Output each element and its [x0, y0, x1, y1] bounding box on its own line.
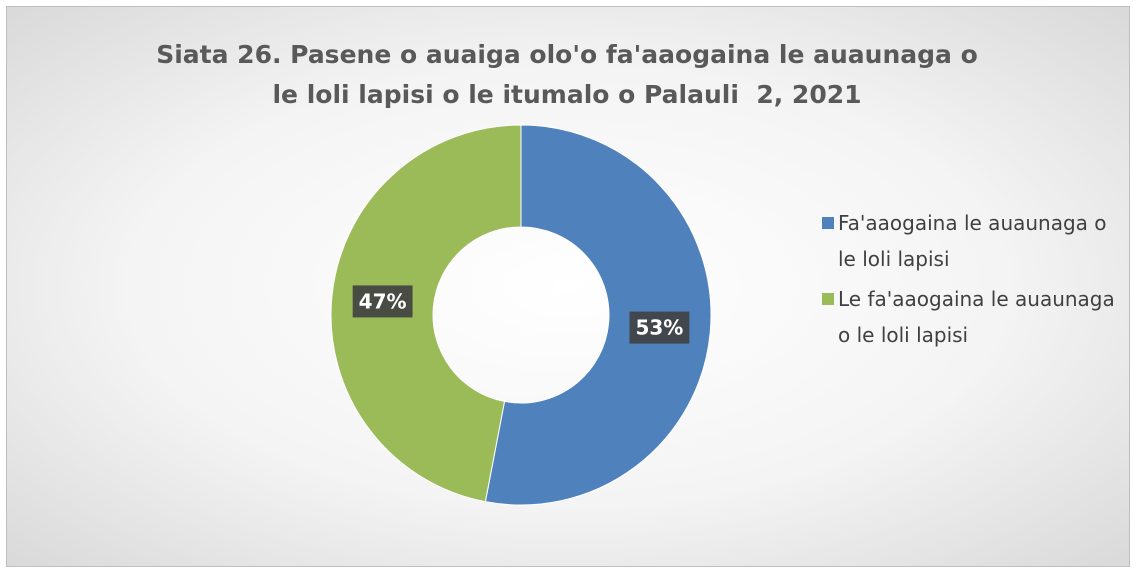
slice: [484, 124, 712, 506]
legend-label: Le fa'aaogaina le auaunaga o le loli lap…: [838, 287, 1115, 347]
legend-swatch: [822, 217, 834, 229]
slice: [330, 124, 522, 503]
legend-item: Le fa'aaogaina le auaunaga o le loli lap…: [822, 281, 1122, 353]
legend-item: Fa'aaogaina le auaunaga o le loli lapisi: [822, 205, 1122, 277]
data-label: 47%: [359, 289, 407, 313]
chart-title: Siata 26. Pasene o auaiga olo'o fa'aaoga…: [156, 40, 987, 109]
legend-swatch: [822, 293, 834, 305]
data-label-box: [629, 311, 690, 344]
legend-label: Fa'aaogaina le auaunaga o le loli lapisi: [838, 211, 1107, 271]
legend: Fa'aaogaina le auaunaga o le loli lapisi…: [822, 205, 1122, 357]
data-label-box: [352, 285, 413, 318]
data-label-group: 53%: [629, 311, 690, 344]
data-label: 53%: [635, 316, 683, 340]
data-label-group: 47%: [352, 285, 413, 318]
